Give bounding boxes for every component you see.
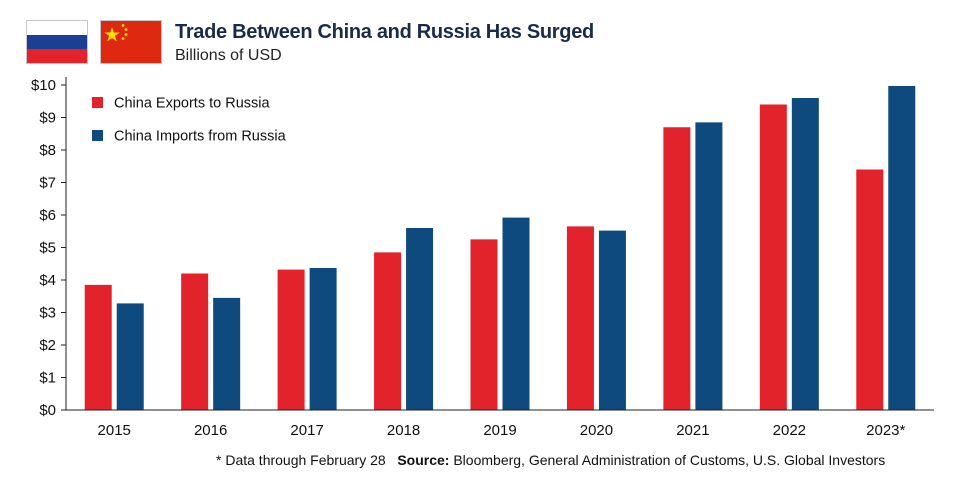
x-tick-label: 2020 [580,422,613,439]
y-tick-label: $2 [39,337,56,354]
import-bar [309,267,337,410]
import-bar [213,297,241,410]
y-tick-label: $3 [39,305,56,322]
import-bar [791,98,819,410]
x-tick-label: 2016 [194,422,227,439]
export-bar [470,239,498,410]
legend-label-imports: China Imports from Russia [114,129,287,145]
export-bar [181,273,209,410]
x-tick-label: 2018 [387,422,420,439]
legend-label-exports: China Exports to Russia [114,96,270,112]
source-text: Bloomberg, General Administration of Cus… [453,452,886,468]
x-tick-label: 2017 [290,422,323,439]
footnote-note: * Data through February 28 [216,452,386,468]
export-bar [374,252,402,410]
export-bar [566,226,594,410]
source-label: Source: [397,452,450,468]
y-tick-label: $9 [39,110,56,127]
y-tick-label: $5 [39,240,56,257]
import-bar [695,122,723,410]
y-tick-label: $7 [39,175,56,192]
russia-flag-icon [26,20,88,64]
export-bar [84,284,112,410]
export-bar [856,169,884,410]
export-bar [759,104,787,410]
legend-swatch-imports [92,130,103,141]
chart-subtitle: Billions of USD [175,47,282,64]
x-tick-label: 2019 [483,422,516,439]
import-bar [598,230,626,410]
china-flag-icon [100,20,162,64]
import-bar [502,217,530,410]
x-tick-label: 2021 [676,422,709,439]
footnote: * Data through February 28 Source: Bloom… [216,452,885,468]
y-tick-label: $1 [39,370,56,387]
import-bar [116,303,144,410]
chart-title: Trade Between China and Russia Has Surge… [175,21,594,43]
import-bar [888,85,916,410]
export-bar [277,269,305,410]
y-tick-label: $8 [39,142,56,159]
legend-swatch-exports [92,97,103,108]
export-bar [663,127,691,410]
x-tick-label: 2022 [773,422,806,439]
y-tick-label: $6 [39,207,56,224]
import-bar [406,228,434,410]
x-tick-label: 2023* [866,422,905,439]
y-tick-label: $4 [39,272,56,289]
y-tick-label: $0 [39,402,56,419]
x-tick-label: 2015 [98,422,131,439]
y-tick-label: $10 [31,77,56,94]
